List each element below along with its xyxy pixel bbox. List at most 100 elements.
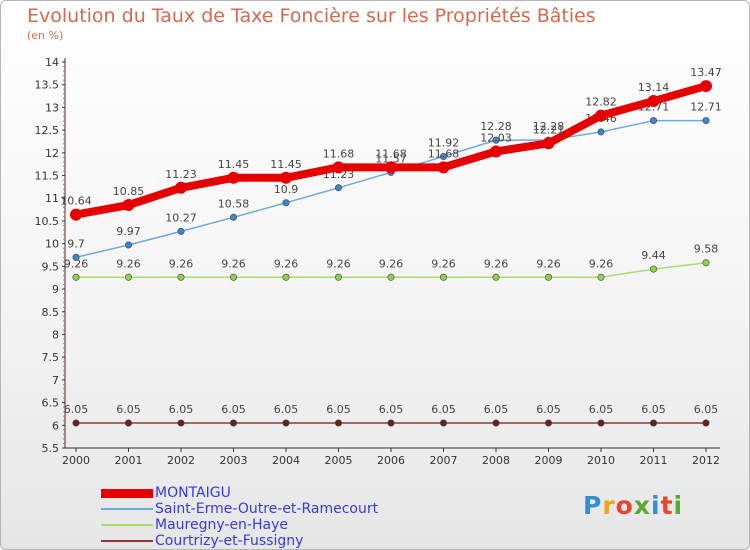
data-point — [542, 137, 555, 150]
data-label: 6.05 — [536, 403, 561, 416]
data-label: 6.05 — [274, 403, 299, 416]
data-point — [492, 136, 500, 144]
data-label: 11.92 — [428, 136, 460, 149]
legend-label: Saint-Erme-Outre-et-Ramecourt — [155, 501, 379, 517]
data-label: 10.58 — [218, 197, 250, 210]
data-point — [72, 273, 80, 281]
x-tick-label: 2010 — [587, 454, 615, 467]
logo-letter: i — [651, 491, 661, 520]
legend-swatch — [101, 508, 153, 510]
data-point — [230, 419, 238, 427]
data-label: 6.05 — [379, 403, 404, 416]
x-tick-label: 2008 — [482, 454, 510, 467]
x-tick-label: 2009 — [535, 454, 563, 467]
data-point — [125, 241, 133, 249]
data-label: 9.26 — [589, 257, 614, 270]
data-point — [385, 161, 397, 174]
data-point — [282, 419, 290, 427]
y-tick-label: 9 — [52, 283, 59, 296]
data-point — [177, 273, 185, 281]
data-label: 11.68 — [323, 147, 355, 160]
data-point — [282, 199, 290, 207]
data-point — [122, 199, 135, 212]
data-label: 9.26 — [221, 257, 246, 270]
data-label: 6.05 — [169, 403, 194, 416]
y-tick-label: 11 — [45, 192, 59, 205]
y-tick-label: 6.5 — [42, 397, 60, 410]
data-point — [334, 419, 342, 427]
y-tick-label: 13.5 — [35, 79, 60, 92]
data-point — [177, 227, 185, 235]
data-label: 9.26 — [326, 257, 351, 270]
logo-letter: i — [673, 491, 684, 520]
data-point — [387, 273, 395, 281]
data-label: 9.26 — [169, 257, 194, 270]
y-tick-label: 10.5 — [35, 215, 60, 228]
data-label: 9.44 — [641, 249, 666, 262]
data-label: 12.03 — [480, 131, 512, 144]
legend-label: Courtrizy-et-Fussigny — [155, 533, 304, 549]
legend-swatch — [101, 540, 153, 542]
data-label: 9.26 — [64, 257, 89, 270]
chart-unit-label: (en %) — [27, 29, 64, 42]
data-label: 9.26 — [431, 257, 456, 270]
data-point — [700, 80, 712, 93]
data-label: 9.26 — [484, 257, 509, 270]
data-point — [544, 419, 552, 427]
x-tick-label: 2002 — [167, 454, 195, 467]
data-label: 9.26 — [536, 257, 561, 270]
data-label: 12.71 — [690, 101, 722, 114]
y-tick-label: 8.5 — [42, 306, 60, 319]
data-point — [437, 161, 450, 174]
logo-letter: o — [615, 491, 634, 520]
y-tick-label: 7.5 — [42, 351, 60, 364]
data-point — [125, 273, 133, 281]
data-point — [227, 171, 240, 184]
logo-letter: P — [583, 491, 603, 520]
x-tick-label: 2012 — [692, 454, 720, 467]
data-point — [72, 253, 80, 261]
data-label: 11.68 — [375, 147, 407, 160]
logo-letter: x — [633, 491, 651, 520]
data-point — [230, 273, 238, 281]
data-label: 11.45 — [218, 158, 250, 171]
data-point — [492, 419, 500, 427]
data-point — [702, 117, 710, 125]
data-label: 10.85 — [113, 185, 145, 198]
data-point — [334, 184, 342, 192]
data-label: 11.68 — [428, 147, 460, 160]
data-label: 9.58 — [694, 243, 719, 256]
y-tick-label: 10 — [45, 238, 59, 251]
x-tick-label: 2006 — [377, 454, 405, 467]
data-point — [544, 273, 552, 281]
data-point — [439, 419, 447, 427]
data-label: 9.26 — [274, 257, 299, 270]
y-tick-label: 7 — [52, 374, 59, 387]
data-label: 13.47 — [690, 66, 722, 79]
data-point — [282, 273, 290, 281]
data-label: 10.9 — [274, 183, 299, 196]
data-point — [647, 95, 660, 108]
data-point — [439, 152, 447, 160]
data-label: 6.05 — [589, 403, 614, 416]
data-label: 9.26 — [116, 257, 141, 270]
data-point — [334, 273, 342, 281]
data-label: 9.97 — [116, 225, 141, 238]
data-point — [230, 213, 238, 221]
y-tick-label: 9.5 — [42, 260, 60, 273]
y-tick-label: 14 — [45, 56, 59, 69]
data-point — [702, 419, 710, 427]
logo-letter: r — [602, 491, 616, 520]
data-point — [490, 145, 502, 158]
y-tick-label: 11.5 — [35, 170, 60, 183]
data-point — [702, 259, 710, 267]
data-point — [280, 171, 292, 184]
data-point — [597, 128, 605, 136]
data-point — [649, 419, 657, 427]
y-tick-label: 8 — [52, 328, 59, 341]
data-point — [332, 161, 345, 174]
x-tick-label: 2004 — [272, 454, 300, 467]
legend-label: MONTAIGU — [155, 485, 231, 501]
data-point — [492, 273, 500, 281]
